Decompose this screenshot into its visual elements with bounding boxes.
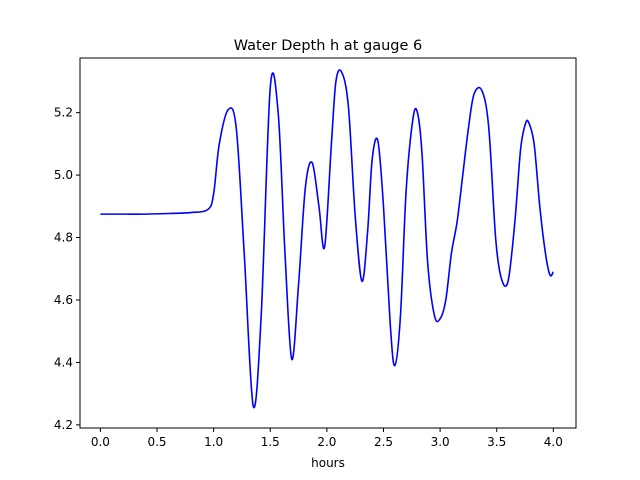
x-tick-label: 1.5 — [261, 435, 280, 449]
y-tick-label: 4.6 — [54, 293, 73, 307]
x-tick-label: 0.5 — [147, 435, 166, 449]
x-axis-label: hours — [311, 456, 345, 470]
y-tick-label: 4.2 — [54, 418, 73, 432]
series-line-0 — [100, 69, 555, 409]
x-tick-label: 3.0 — [431, 435, 450, 449]
x-tick-label: 2.0 — [317, 435, 336, 449]
x-tick-label: 3.5 — [487, 435, 506, 449]
y-tick-label: 4.4 — [54, 355, 73, 369]
x-tick-label: 4.0 — [544, 435, 563, 449]
series-layer — [100, 69, 555, 409]
chart-title: Water Depth h at gauge 6 — [234, 38, 422, 54]
y-tick-label: 5.0 — [54, 168, 73, 182]
x-tick-label: 1.0 — [204, 435, 223, 449]
y-tick-label: 4.8 — [54, 231, 73, 245]
x-tick-label: 2.5 — [374, 435, 393, 449]
x-axis-ticks: 0.0 0.5 1.0 1.5 2.0 2.5 3.0 3.5 4.0 — [91, 428, 563, 449]
y-axis-ticks: 4.2 4.4 4.6 4.8 5.0 5.2 — [54, 106, 80, 432]
y-tick-label: 5.2 — [54, 106, 73, 120]
x-tick-label: 0.0 — [91, 435, 110, 449]
plot-area: 0.0 0.5 1.0 1.5 2.0 2.5 3.0 3.5 4.0 4.2 4.4 4.6 4.8… — [54, 57, 577, 449]
axes-frame — [79, 57, 577, 429]
